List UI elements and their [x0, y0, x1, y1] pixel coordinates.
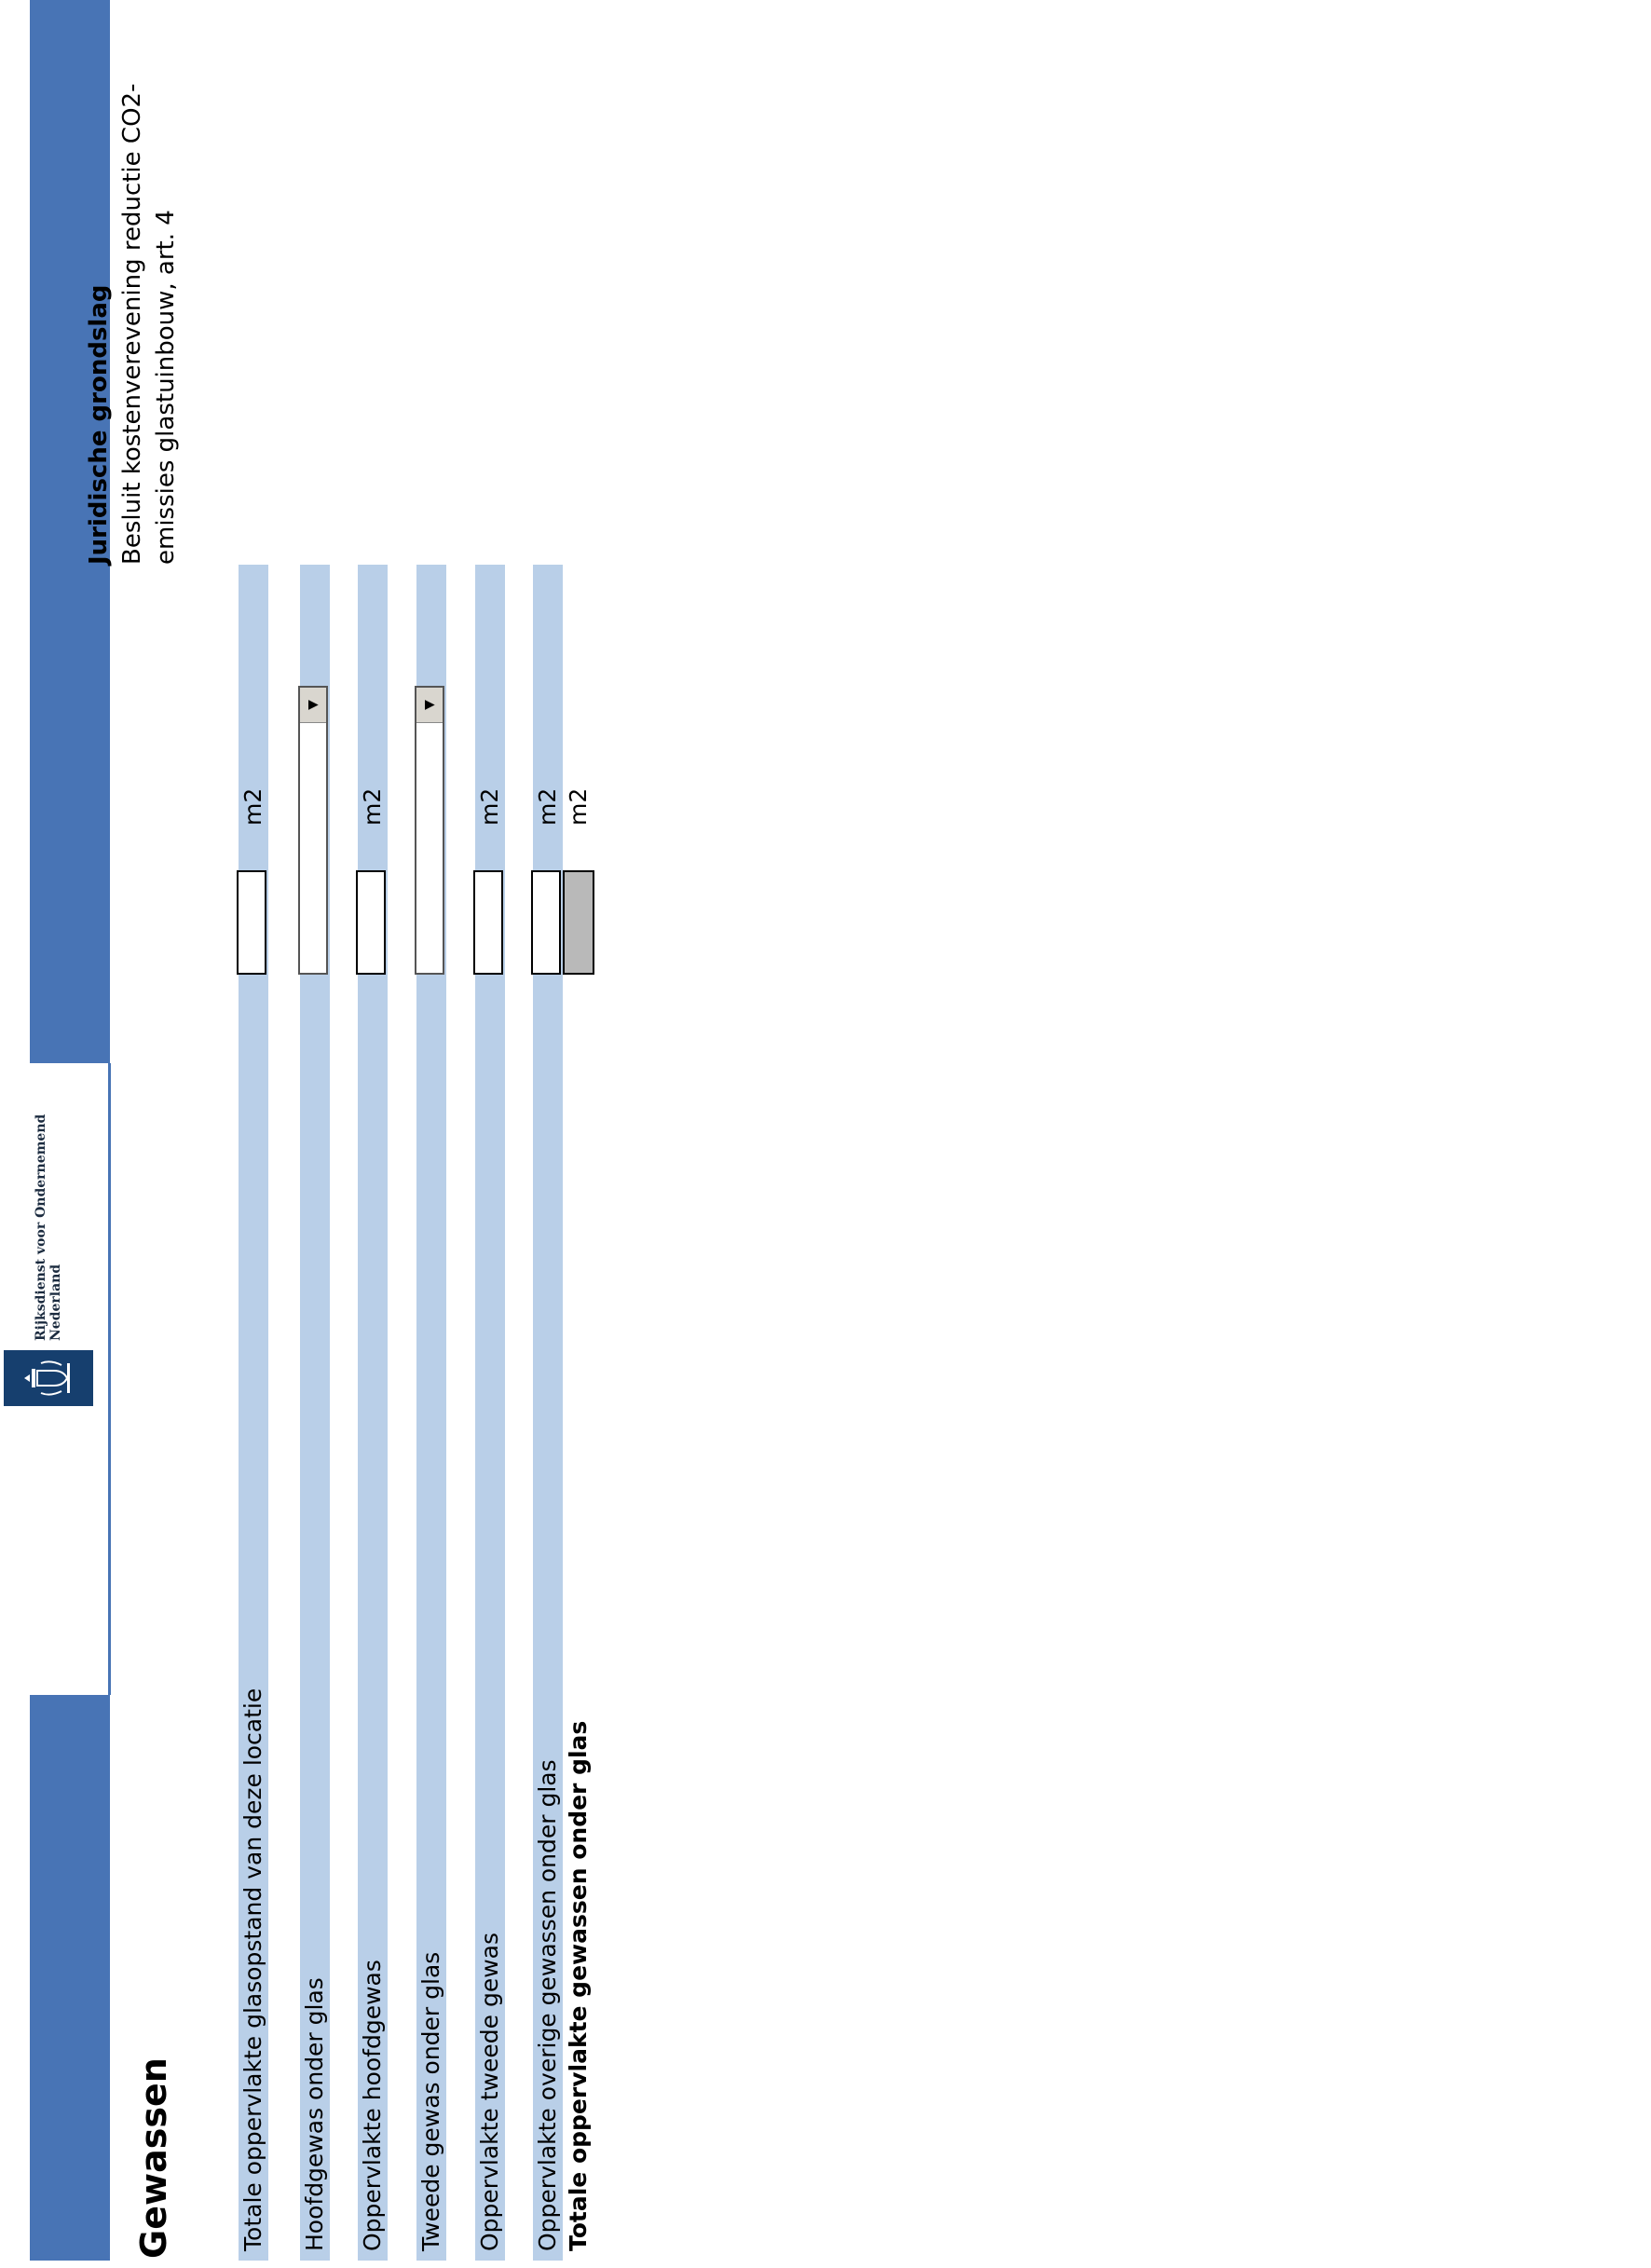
total-label: Totale oppervlakte gewassen onder glas [565, 1720, 592, 2251]
unit-label: m2 [239, 787, 266, 826]
field-row-other-crops-area: Oppervlakte overige gewassen onder glas … [531, 565, 563, 2261]
main-crop-area-input[interactable] [356, 870, 386, 975]
legal-basis: Juridische grondslag Besluit kostenverev… [82, 15, 183, 565]
rvo-logo: Rijksdienst voor Ondernemend Nederland [4, 1114, 93, 1406]
field-label: Tweede gewas onder glas [417, 1951, 444, 2251]
legal-basis-line2: emissies glastuinbouw, art. 4 [152, 210, 180, 565]
field-row-second-crop-area: Oppervlakte tweede gewas m2 [473, 565, 505, 2261]
unit-label: m2 [534, 787, 561, 826]
total-row: Totale oppervlakte gewassen onder glas m… [563, 565, 594, 2261]
header-band-left [30, 1695, 110, 2261]
field-row-main-crop-area: Oppervlakte hoofdgewas m2 [356, 565, 388, 2261]
legal-basis-title: Juridische grondslag [85, 284, 113, 566]
dropdown-arrow-icon[interactable]: ▼ [416, 688, 443, 723]
unit-label: m2 [359, 787, 386, 826]
unit-label: m2 [565, 787, 592, 826]
header-band-underline [108, 1063, 111, 1695]
second-crop-area-input[interactable] [473, 870, 503, 975]
field-row-total-glass-area: Totale oppervlakte glasopstand van deze … [237, 565, 268, 2261]
field-label: Oppervlakte tweede gewas [476, 1933, 503, 2251]
main-crop-select[interactable]: ▼ [298, 686, 328, 975]
logo-name-line1: Rijksdienst voor Ondernemend [34, 1114, 48, 1341]
field-label: Oppervlakte overige gewassen onder glas [534, 1759, 561, 2251]
second-crop-select[interactable]: ▼ [415, 686, 444, 975]
section-title: Gewassen [133, 2057, 174, 2259]
total-area-output [563, 870, 594, 975]
field-label: Totale oppervlakte glasopstand van deze … [239, 1687, 266, 2251]
royal-coat-of-arms-icon [4, 1350, 93, 1406]
other-crops-area-input[interactable] [531, 870, 561, 975]
legal-basis-line1: Besluit kostenverevening reductie CO2- [118, 83, 146, 565]
dropdown-arrow-icon[interactable]: ▼ [300, 688, 326, 723]
logo-name-line2: Nederland [48, 1264, 63, 1341]
field-label: Hoofdgewas onder glas [301, 1977, 328, 2251]
field-row-second-crop: Tweede gewas onder glas ▼ [415, 565, 446, 2261]
total-glass-area-input[interactable] [237, 870, 266, 975]
field-row-main-crop: Hoofdgewas onder glas ▼ [298, 565, 330, 2261]
field-label: Oppervlakte hoofdgewas [359, 1960, 386, 2251]
unit-label: m2 [476, 787, 503, 826]
